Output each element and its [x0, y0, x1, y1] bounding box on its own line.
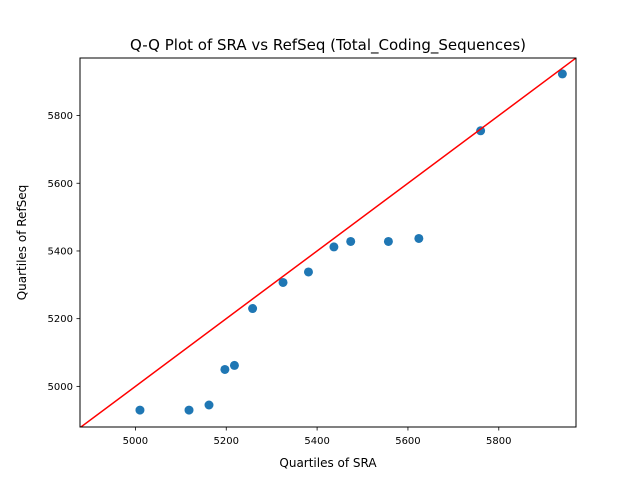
- y-tick-label: 5000: [48, 382, 73, 393]
- y-tick-label: 5600: [48, 179, 73, 190]
- x-tick-label: 5600: [395, 436, 420, 447]
- scatter-point: [557, 69, 567, 79]
- scatter-point: [346, 236, 356, 246]
- x-tick-label: 5800: [486, 436, 511, 447]
- scatter-point: [278, 277, 288, 287]
- x-axis-label: Quartiles of SRA: [279, 456, 377, 470]
- y-tick-label: 5200: [48, 314, 73, 325]
- scatter-point: [329, 242, 339, 252]
- y-tick-label: 5800: [48, 111, 73, 122]
- x-tick-label: 5400: [304, 436, 329, 447]
- scatter-point: [414, 233, 424, 243]
- scatter-point: [383, 236, 393, 246]
- scatter-point: [248, 304, 258, 314]
- plot-area: 5000 5200 5400 5600 5800 5000 5200 5400 5600 580…: [48, 57, 577, 447]
- scatter-point: [229, 360, 239, 370]
- scatter-point: [303, 267, 313, 277]
- reference-line: [80, 58, 576, 427]
- axes-frame: [79, 57, 577, 428]
- y-axis-ticks: 5000 5200 5400 5600 5800: [48, 111, 80, 393]
- scatter-point: [476, 126, 486, 136]
- scatter-point: [220, 364, 230, 374]
- chart-title: Q-Q Plot of SRA vs RefSeq (Total_Coding_…: [130, 36, 526, 55]
- scatter-point: [184, 405, 194, 415]
- scatter-point: [204, 400, 214, 410]
- x-axis-ticks: 5000 5200 5400 5600 5800: [123, 427, 512, 447]
- y-tick-label: 5400: [48, 246, 73, 257]
- x-tick-label: 5000: [123, 436, 148, 447]
- x-tick-label: 5200: [214, 436, 239, 447]
- data-marks: [80, 58, 576, 427]
- y-axis-label: Quartiles of RefSeq: [15, 185, 29, 301]
- scatter-point: [135, 405, 145, 415]
